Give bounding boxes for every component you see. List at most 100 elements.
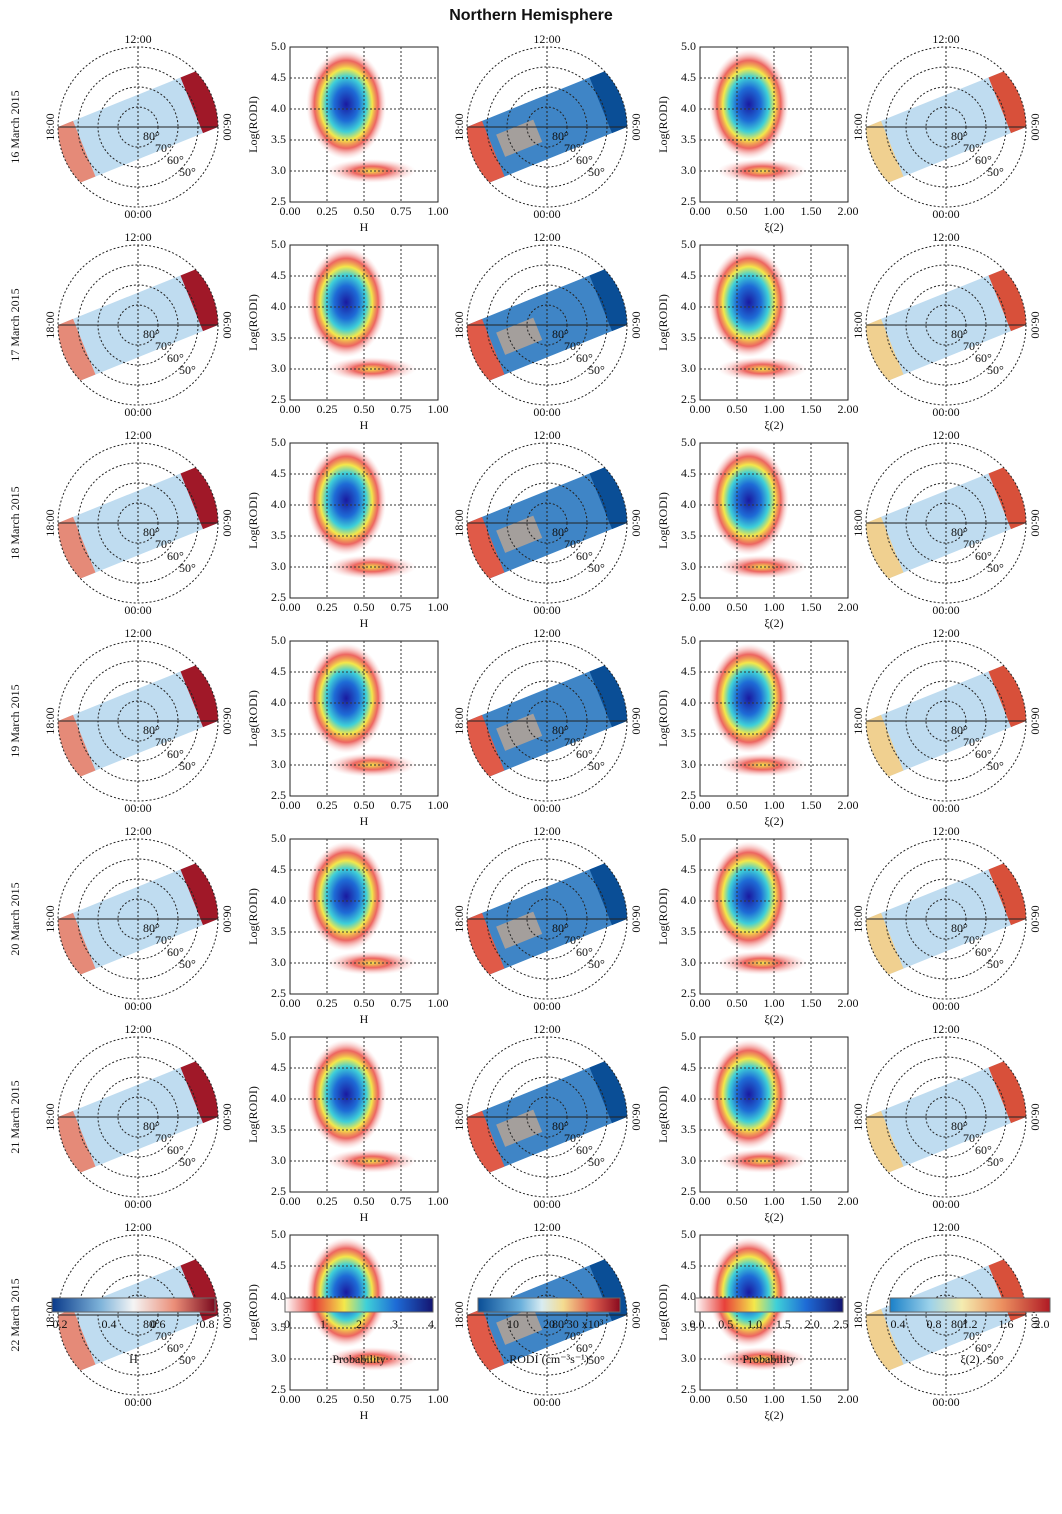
x-tick-label: 1.50 (801, 1392, 822, 1406)
x-tick-label: 1.00 (764, 1392, 785, 1406)
x-tick-label: 2.00 (838, 1392, 859, 1406)
polar-label: 06:00 (220, 905, 234, 932)
y-axis-label: Log(RODI) (246, 690, 260, 747)
y-tick-label: 5.0 (271, 39, 286, 53)
colorbar-tick: 20 (543, 1317, 555, 1331)
x-tick-label: 0.25 (317, 402, 338, 416)
polar-label: 06:00 (1028, 1103, 1042, 1130)
ring-label: 50° (987, 1353, 1004, 1367)
ring-label: 70° (155, 141, 172, 155)
y-tick-label: 4.5 (271, 70, 286, 84)
y-tick-label: 3.5 (271, 330, 286, 344)
x-tick-label: 1.00 (428, 1392, 449, 1406)
y-tick-label: 4.5 (271, 1258, 286, 1272)
polar-label: 00:00 (932, 1197, 959, 1211)
y-tick-label: 4.0 (271, 497, 286, 511)
x-tick-label: 0.00 (280, 996, 301, 1010)
y-axis-label: Log(RODI) (246, 492, 260, 549)
polar-label: 12:00 (124, 626, 151, 640)
y-tick-label: 2.5 (681, 194, 696, 208)
ring-label: 50° (179, 363, 196, 377)
polar-label: 12:00 (533, 32, 560, 46)
polar-label: 12:00 (932, 824, 959, 838)
x-tick-label: 0.25 (317, 798, 338, 812)
y-tick-label: 4.0 (271, 299, 286, 313)
ring-label: 70° (963, 933, 980, 947)
row-label: 19 March 2015 (8, 684, 22, 757)
colorbar-tick: 1.0 (747, 1317, 762, 1331)
ring-label: 60° (975, 549, 992, 563)
x-tick-label: 1.00 (764, 402, 785, 416)
polar-label: 00:00 (124, 603, 151, 617)
y-tick-label: 2.5 (681, 1184, 696, 1198)
y-tick-label: 2.5 (681, 392, 696, 406)
colorbar-tick: 1.2 (963, 1317, 978, 1331)
polar-label: 00:00 (124, 801, 151, 815)
y-tick-label: 4.5 (271, 664, 286, 678)
x-tick-label: 0.50 (727, 1194, 748, 1208)
y-tick-label: 3.5 (271, 1122, 286, 1136)
ring-label: 80° (552, 525, 569, 539)
x-tick-label: 1.50 (801, 798, 822, 812)
x-tick-label: 2.00 (838, 1194, 859, 1208)
row-label: 16 March 2015 (8, 90, 22, 163)
y-tick-label: 4.5 (271, 1060, 286, 1074)
x-tick-label: 0.75 (391, 1392, 412, 1406)
wedge-end (988, 465, 1032, 530)
density-tail (717, 951, 808, 975)
y-tick-label: 5.0 (681, 237, 696, 251)
density-halo (708, 247, 789, 358)
x-tick-label: 0.00 (690, 600, 711, 614)
polar-label: 18:00 (452, 905, 466, 932)
ring-label: 50° (588, 1155, 605, 1169)
polar-label: 18:00 (43, 509, 57, 536)
ring-label: 50° (987, 561, 1004, 575)
polar-label: 00:00 (533, 207, 560, 221)
density-halo (306, 841, 387, 952)
ring-label: 50° (179, 1155, 196, 1169)
polar-label: 06:00 (1028, 113, 1042, 140)
x-tick-label: 0.75 (391, 1194, 412, 1208)
polar-label: 06:00 (220, 1301, 234, 1328)
y-axis-label: Log(RODI) (656, 888, 670, 945)
ring-label: 60° (975, 945, 992, 959)
y-tick-label: 2.5 (271, 1184, 286, 1198)
ring-label: 50° (588, 1353, 605, 1367)
row-label: 21 March 2015 (8, 1080, 22, 1153)
wedge-end (860, 516, 904, 581)
ring-label: 60° (975, 153, 992, 167)
wedge-end (52, 912, 96, 977)
x-tick-label: 1.00 (764, 996, 785, 1010)
y-tick-label: 4.0 (271, 101, 286, 115)
wedge-end (988, 267, 1032, 332)
ring-label: 80° (552, 129, 569, 143)
colorbar (694, 1297, 844, 1313)
y-tick-label: 2.5 (681, 788, 696, 802)
y-tick-label: 4.5 (681, 466, 696, 480)
colorbar-tick: 30 x10³ (567, 1317, 604, 1331)
y-tick-label: 4.5 (681, 862, 696, 876)
polar-label: 18:00 (452, 113, 466, 140)
ring-label: 60° (576, 747, 593, 761)
colorbar-title: Probability (332, 1352, 385, 1366)
ring-label: 60° (576, 549, 593, 563)
wedge-end (180, 267, 224, 332)
ring-label: 70° (564, 537, 581, 551)
polar-label: 18:00 (851, 1301, 865, 1328)
x-tick-label: 0.00 (280, 1194, 301, 1208)
y-tick-label: 4.0 (681, 1289, 696, 1303)
polar-label: 12:00 (932, 1022, 959, 1036)
y-tick-label: 3.5 (681, 330, 696, 344)
density-halo (306, 445, 387, 556)
polar-label: 18:00 (452, 311, 466, 338)
x-tick-label: 1.00 (764, 600, 785, 614)
colorbar (284, 1297, 434, 1313)
polar-label: 12:00 (533, 1220, 560, 1234)
ring-label: 50° (588, 165, 605, 179)
x-axis-label: ξ(2) (764, 418, 783, 432)
row-label: 22 March 2015 (8, 1278, 22, 1351)
y-tick-label: 4.0 (681, 299, 696, 313)
polar-label: 00:00 (124, 1395, 151, 1409)
colorbar-tick: 2.0 (1035, 1317, 1050, 1331)
